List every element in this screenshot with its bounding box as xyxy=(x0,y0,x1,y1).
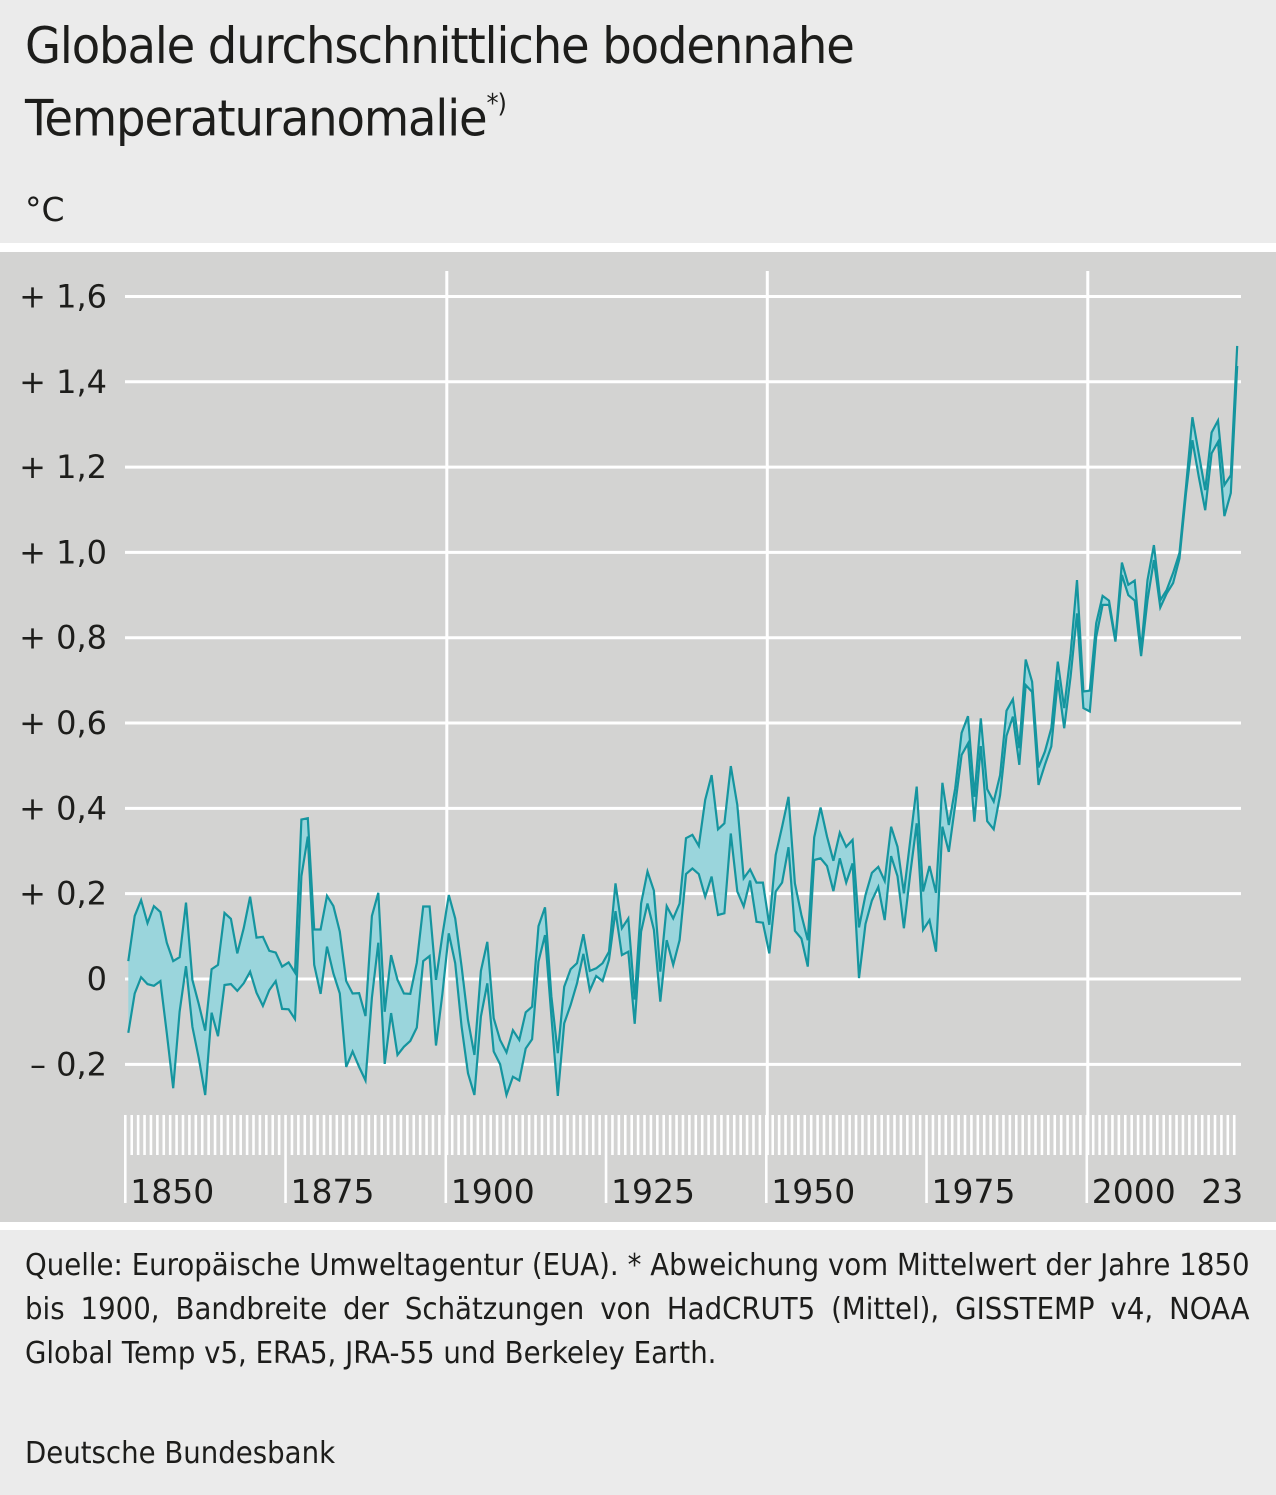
y-tick-label: + 1,4 xyxy=(19,363,107,401)
y-tick-label: + 1,2 xyxy=(19,448,107,486)
footer: Quelle: Europäische Umweltagentur (EUA).… xyxy=(25,1244,1250,1471)
y-tick-label: – 0,2 xyxy=(30,1045,107,1083)
y-tick-labels: + 1,6 + 1,4 + 1,2 + 1,0 + 0,8 + 0,6 + 0,4 + 0,2… xyxy=(19,277,107,1083)
x-tick-label: 2000 xyxy=(1092,1172,1176,1211)
y-axis-unit: °C xyxy=(25,190,65,229)
x-tick-label: 1950 xyxy=(771,1172,855,1211)
x-tick-labels: 1850 1875 1900 1925 1950 1975 2000 23 xyxy=(130,1172,1243,1211)
x-tick-label: 1900 xyxy=(451,1172,535,1211)
chart-title: Globale durchschnittliche bodennahe Temp… xyxy=(25,14,855,151)
x-tick-label: 23 xyxy=(1201,1172,1243,1211)
title-line-1: Globale durchschnittliche bodennahe xyxy=(25,17,855,75)
y-tick-label: + 0,2 xyxy=(19,875,107,913)
title-line-2: Temperaturanomalie xyxy=(25,89,488,148)
series-line-upper xyxy=(127,345,1239,1056)
chart-svg: + 1,6 + 1,4 + 1,2 + 1,0 + 0,8 + 0,6 + 0,4 + 0,2… xyxy=(19,271,1243,1211)
plot-area: + 1,6 + 1,4 + 1,2 + 1,0 + 0,8 + 0,6 + 0,4 + 0,2… xyxy=(0,252,1276,1222)
horizontal-gridlines xyxy=(125,294,1241,1066)
title-footnote-mark: *) xyxy=(486,89,507,119)
x-tick-label: 1875 xyxy=(291,1172,375,1211)
divider-bottom xyxy=(0,1222,1276,1230)
publisher: Deutsche Bundesbank xyxy=(25,1436,336,1471)
series-line-lower xyxy=(127,365,1239,1100)
source-note: Quelle: Europäische Umweltagentur (EUA).… xyxy=(25,1248,1250,1371)
range-band xyxy=(128,345,1238,1096)
x-tick-label: 1850 xyxy=(130,1172,214,1211)
x-tick-label: 1975 xyxy=(932,1172,1016,1211)
vertical-gridlines xyxy=(445,271,1090,1155)
y-tick-label: + 0,6 xyxy=(19,704,107,742)
y-tick-label: + 0,8 xyxy=(19,619,107,657)
band-area xyxy=(128,345,1238,1096)
y-tick-label: + 1,6 xyxy=(19,277,107,315)
divider-top xyxy=(0,243,1276,252)
year-ticks xyxy=(124,1115,1236,1203)
x-tick-label: 1925 xyxy=(611,1172,695,1211)
series-lines xyxy=(127,345,1239,1100)
y-tick-label: 0 xyxy=(87,960,107,998)
y-tick-label: + 0,4 xyxy=(19,789,107,827)
y-tick-label: + 1,0 xyxy=(19,533,107,571)
